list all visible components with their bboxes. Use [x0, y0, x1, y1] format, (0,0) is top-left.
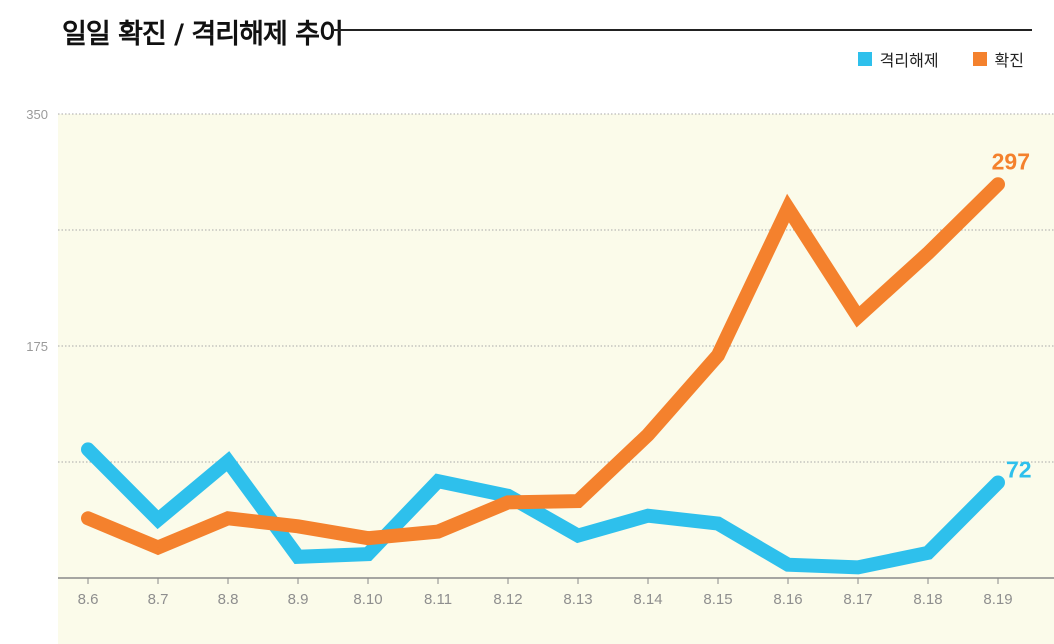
data-point — [87, 517, 89, 519]
legend-label-confirmed: 확진 — [994, 51, 1024, 70]
data-point — [577, 500, 579, 502]
data-point — [787, 207, 789, 209]
data-point — [367, 553, 369, 555]
data-point — [157, 547, 159, 549]
x-tick-label: 8.19 — [983, 591, 1012, 608]
y-tick-label: 175 — [26, 339, 48, 354]
series-line-release — [81, 442, 1005, 575]
data-point — [367, 537, 369, 539]
series-line-confirmed — [81, 177, 1005, 556]
data-point — [717, 354, 719, 356]
x-tick-label: 8.15 — [703, 591, 732, 608]
x-tick-label: 8.7 — [148, 591, 169, 608]
x-tick-label: 8.11 — [424, 591, 452, 608]
legend-label-release: 격리해제 — [879, 51, 939, 70]
data-point — [997, 183, 999, 185]
data-point — [927, 252, 929, 254]
x-tick-label: 8.9 — [288, 591, 309, 608]
x-tick-label: 8.10 — [353, 591, 382, 608]
data-point — [997, 482, 999, 484]
x-tick-label: 8.12 — [493, 591, 522, 608]
data-point — [157, 519, 159, 521]
data-point — [437, 531, 439, 533]
end-label-confirmed: 297 — [992, 148, 1030, 174]
x-tick-label: 8.17 — [843, 591, 872, 608]
data-point — [787, 564, 789, 566]
data-point — [717, 523, 719, 525]
data-point — [647, 434, 649, 436]
data-point — [87, 448, 89, 450]
data-point — [857, 316, 859, 318]
data-point — [647, 515, 649, 517]
y-tick-label: 350 — [26, 107, 48, 122]
legend-swatch-confirmed — [972, 52, 987, 66]
data-point — [227, 460, 229, 462]
data-point — [857, 566, 859, 568]
data-point — [227, 517, 229, 519]
legend-swatch-release — [857, 52, 872, 66]
data-point — [437, 480, 439, 482]
title-rule — [332, 29, 1032, 31]
data-point — [297, 556, 299, 558]
data-point — [577, 535, 579, 537]
data-point — [927, 552, 929, 554]
legend: 격리해제 확진 — [824, 47, 1024, 71]
x-tick-label: 8.16 — [773, 591, 802, 608]
x-tick-label: 8.18 — [913, 591, 942, 608]
x-tick-label: 8.6 — [78, 591, 99, 608]
data-point — [507, 501, 509, 503]
x-tick-label: 8.8 — [218, 591, 239, 608]
legend-item-confirmed: 확진 — [972, 47, 1024, 71]
chart-title: 일일 확진 / 격리해제 추이 — [62, 19, 344, 50]
x-tick-label: 8.13 — [563, 591, 592, 608]
x-tick-label: 8.14 — [633, 591, 662, 608]
legend-item-release: 격리해제 — [857, 47, 939, 71]
end-label-release: 72 — [1006, 457, 1032, 483]
data-point — [297, 525, 299, 527]
